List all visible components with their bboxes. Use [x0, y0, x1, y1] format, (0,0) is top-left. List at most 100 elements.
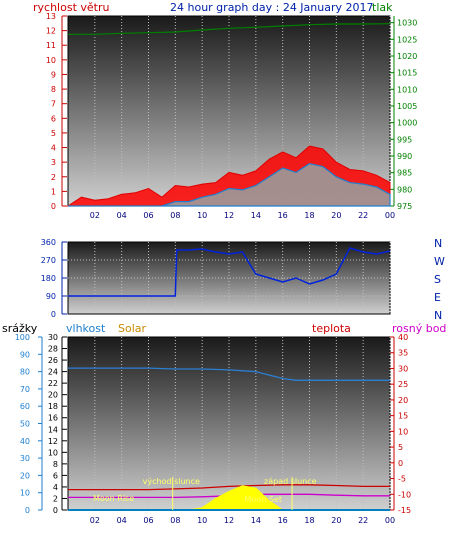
humidity-tick-label: 30: [48, 333, 58, 342]
hour-tick-label: 08: [170, 516, 180, 525]
hour-tick-label: 06: [143, 211, 153, 220]
hour-tick-label: 16: [278, 516, 288, 525]
hour-tick-label: 00: [385, 211, 395, 220]
hour-tick-label: 08: [170, 211, 180, 220]
hour-tick-label: 14: [251, 211, 261, 220]
pressure-tick-label: 975: [397, 202, 412, 211]
sunrise-label: východ slunce: [143, 477, 200, 486]
rain-tick-label: 100: [15, 333, 30, 342]
hour-tick-label: 10: [197, 516, 207, 525]
direction-series: [68, 247, 391, 297]
wind-speed-tick-label: 1: [51, 187, 56, 196]
temperature-tick-label: -5: [398, 475, 406, 484]
direction-tick-label: 0: [51, 310, 56, 319]
average-wind-series: [68, 162, 391, 207]
humidity-series: [68, 367, 390, 381]
humidity-tick-label: 28: [48, 345, 58, 354]
pressure-tick-label: 1025: [397, 35, 417, 44]
compass-label: N: [434, 237, 442, 250]
pressure-tick-label: 990: [397, 152, 412, 161]
direction-degree-axis: 0 90 180 270 360: [41, 238, 67, 319]
pressure-series: [68, 23, 391, 35]
pressure-tick-label: 1020: [397, 52, 417, 61]
humidity-tick-label: 20: [48, 391, 58, 400]
hour-tick-label: 02: [90, 516, 100, 525]
pressure-tick-label: 1000: [397, 119, 417, 128]
temperature-tick-label: 0: [398, 459, 403, 468]
direction-series-layer: [68, 247, 391, 297]
hour-tick-label: 04: [117, 211, 127, 220]
graph-title: 24 hour graph day : 24 January 2017: [170, 1, 374, 14]
hour-tick-label: 20: [331, 211, 341, 220]
humidity-tick-label: 16: [48, 414, 58, 423]
direction-tick-label: 270: [41, 256, 56, 265]
astro-events-layer: východ slunce západ slunce Moon Rise Moon S…: [93, 477, 317, 510]
temperature-series: [68, 484, 390, 491]
hour-tick-label: 06: [143, 516, 153, 525]
temperature-tick-label: 5: [398, 443, 403, 452]
pressure-tick-label: 995: [397, 135, 412, 144]
compass-label: S: [434, 273, 441, 286]
temp-panel-grid: [94, 337, 391, 510]
temperature-tick-label: 15: [398, 412, 408, 421]
wind-time-axis: 02 04 06 08 10 12 14 16 18 20 22 00: [90, 211, 395, 220]
rain-label: srážky: [2, 322, 38, 335]
humidity-tick-label: 26: [48, 356, 58, 365]
rain-tick-label: 70: [20, 385, 30, 394]
sunset-label: západ slunce: [264, 477, 317, 486]
humidity-tick-label: 24: [48, 368, 58, 377]
solar-label: Solar: [118, 322, 147, 335]
pressure-tick-label: 1030: [397, 19, 417, 28]
temperature-tick-label: 30: [398, 364, 408, 373]
hour-tick-label: 12: [224, 211, 234, 220]
wind-speed-tick-label: 0: [51, 202, 56, 211]
humidity-tick-label: 14: [48, 425, 58, 434]
rain-tick-label: 20: [20, 471, 30, 480]
temperature-tick-label: -15: [398, 506, 411, 515]
temperature-tick-label: 20: [398, 396, 408, 405]
rain-tick-label: 50: [20, 420, 30, 429]
wind-speed-tick-label: 3: [51, 158, 56, 167]
humidity-tick-label: 12: [48, 437, 58, 446]
temperature-tick-label: -10: [398, 490, 411, 499]
temp-time-axis: 02 04 06 08 10 12 14 16 18 20 22 00: [90, 516, 395, 525]
wind-speed-tick-label: 5: [51, 129, 56, 138]
wind-speed-label: rychlost větru: [33, 1, 109, 14]
pressure-label: tlak: [372, 1, 393, 14]
pressure-tick-label: 1005: [397, 102, 417, 111]
hour-tick-label: 02: [90, 211, 100, 220]
direction-tick-label: 90: [46, 292, 56, 301]
rain-tick-label: 40: [20, 437, 30, 446]
rain-tick-label: 80: [20, 368, 30, 377]
temp-series-layer: [68, 367, 390, 511]
rain-tick-label: 10: [20, 489, 30, 498]
compass-label: N: [434, 309, 442, 322]
moonset-label: Moon Set: [245, 495, 282, 504]
humidity-tick-label: 10: [48, 448, 58, 457]
direction-tick-label: 360: [41, 238, 56, 247]
hour-tick-label: 18: [304, 211, 314, 220]
compass-label: W: [434, 255, 445, 268]
temperature-axis: -15 -10 -5 0 5 10 15 20 25 30 35 40: [390, 333, 411, 515]
temperature-label: teplota: [312, 322, 351, 335]
wind-speed-tick-label: 10: [46, 56, 56, 65]
wind-speed-tick-label: 9: [51, 70, 56, 79]
humidity-label: vlhkost: [66, 322, 106, 335]
wind-speed-tick-label: 12: [46, 27, 56, 36]
rain-axis: 0 10 20 30 40 50 60 70 80 90 100: [15, 333, 43, 515]
humidity-tick-label: 2: [53, 494, 58, 503]
temperature-tick-label: 40: [398, 333, 408, 342]
dewpoint-label: rosný bod: [392, 322, 446, 335]
temperature-tick-label: 25: [398, 380, 408, 389]
hour-tick-label: 00: [385, 516, 395, 525]
temperature-tick-label: 35: [398, 349, 408, 358]
humidity-tick-label: 18: [48, 402, 58, 411]
hour-tick-label: 22: [358, 211, 368, 220]
pressure-axis: 975 980 985 990 995 1000 1005 1010 1015 1020 1025 1…: [390, 16, 417, 211]
